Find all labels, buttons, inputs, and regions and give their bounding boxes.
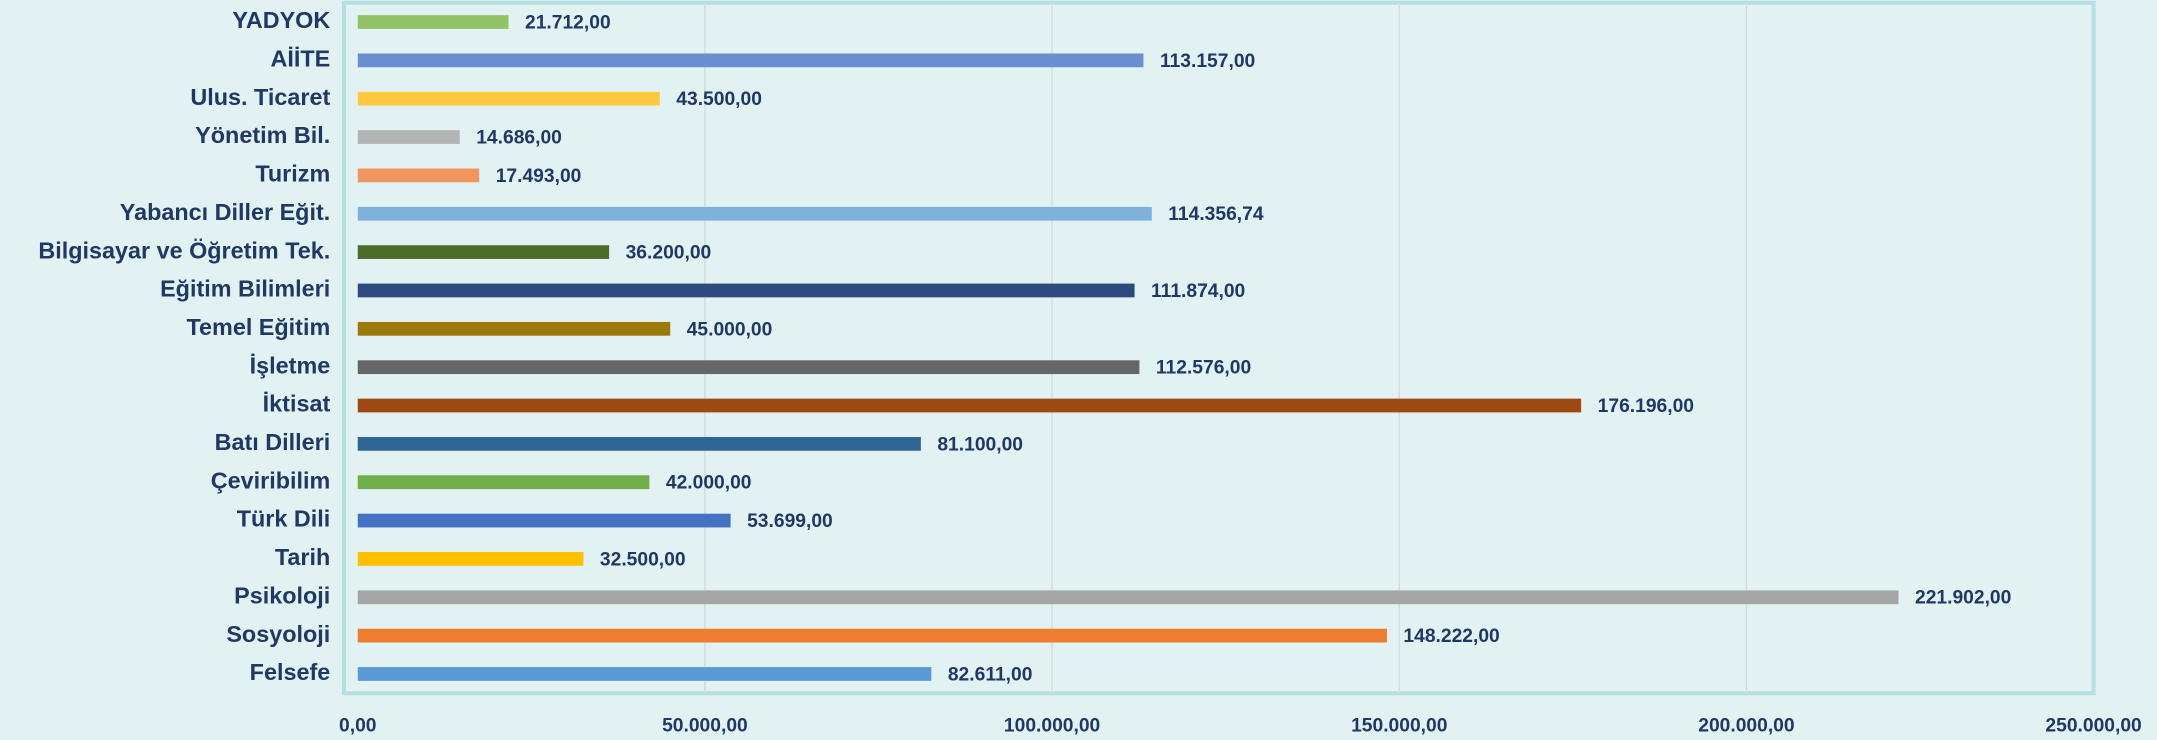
bar — [357, 436, 921, 451]
category-label: Sosyoloji — [226, 621, 330, 647]
x-tick-label: 0,00 — [339, 715, 376, 736]
category-label: Turizm — [255, 161, 330, 187]
value-label: 176.196,00 — [1598, 396, 1694, 417]
bar — [357, 513, 731, 528]
plot-border — [341, 0, 2096, 696]
x-tick-label: 150.000,00 — [1351, 715, 1447, 736]
category-label: YADYOK — [232, 7, 330, 33]
bar — [357, 628, 1387, 643]
bar — [357, 283, 1135, 298]
bar — [357, 398, 1582, 413]
category-label: Bilgisayar ve Öğretim Tek. — [38, 237, 330, 263]
bar — [357, 245, 610, 259]
category-label: Ulus. Ticaret — [190, 84, 330, 110]
value-label: 112.576,00 — [1156, 358, 1251, 379]
bar — [357, 168, 480, 183]
category-label: Çeviribilim — [211, 467, 331, 493]
x-tick-label: 200.000,00 — [1698, 715, 1794, 736]
bar — [357, 130, 460, 144]
category-label: Yabancı Diller Eğit. — [120, 199, 330, 225]
bar — [357, 552, 584, 566]
category-label: Psikoloji — [234, 582, 330, 608]
bar — [357, 667, 932, 681]
value-label: 14.686,00 — [476, 128, 562, 149]
category-label: Yönetim Bil. — [195, 122, 330, 148]
category-label: AİİTE — [270, 46, 330, 72]
x-tick-label: 100.000,00 — [1004, 715, 1100, 736]
value-label: 148.222,00 — [1403, 626, 1499, 647]
bar — [357, 206, 1152, 221]
category-label: Türk Dili — [237, 506, 331, 532]
bar — [357, 590, 1899, 605]
bar — [357, 53, 1144, 68]
bar — [357, 91, 660, 106]
x-tick-label: 250.000,00 — [2045, 715, 2141, 736]
value-label: 113.157,00 — [1160, 51, 1255, 72]
value-label: 221.902,00 — [1915, 588, 2011, 609]
category-label: Temel Eğitim — [186, 314, 330, 340]
value-label: 17.493,00 — [496, 166, 582, 187]
category-label: Batı Dilleri — [215, 429, 331, 455]
bar — [357, 321, 671, 336]
category-label: Tarih — [275, 544, 330, 570]
value-label: 43.500,00 — [676, 89, 762, 110]
x-tick-label: 50.000,00 — [662, 715, 748, 736]
value-label: 81.100,00 — [937, 434, 1023, 455]
category-label: Eğitim Bilimleri — [160, 276, 330, 302]
value-label: 32.500,00 — [600, 549, 686, 570]
bar — [357, 360, 1140, 375]
value-label: 111.874,00 — [1151, 281, 1245, 302]
bar — [357, 15, 509, 29]
category-label: İşletme — [250, 352, 331, 378]
value-label: 36.200,00 — [626, 243, 712, 264]
value-label: 82.611,00 — [948, 664, 1033, 685]
bar — [357, 475, 650, 490]
value-label: 114.356,74 — [1168, 204, 1264, 225]
value-label: 42.000,00 — [666, 473, 752, 494]
category-label: Felsefe — [250, 659, 331, 685]
value-label: 45.000,00 — [687, 319, 773, 340]
category-label: İktisat — [263, 391, 331, 417]
value-label: 21.712,00 — [525, 12, 611, 33]
value-label: 53.699,00 — [747, 511, 833, 532]
